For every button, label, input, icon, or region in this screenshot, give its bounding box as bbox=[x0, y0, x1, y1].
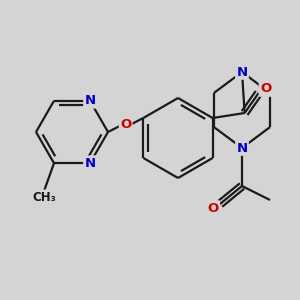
Text: O: O bbox=[120, 118, 131, 131]
Text: N: N bbox=[236, 65, 247, 79]
Text: N: N bbox=[84, 157, 96, 170]
Text: O: O bbox=[207, 202, 219, 214]
Text: CH₃: CH₃ bbox=[32, 191, 56, 204]
Text: N: N bbox=[84, 94, 96, 107]
Text: O: O bbox=[260, 82, 271, 95]
Text: N: N bbox=[236, 142, 247, 154]
